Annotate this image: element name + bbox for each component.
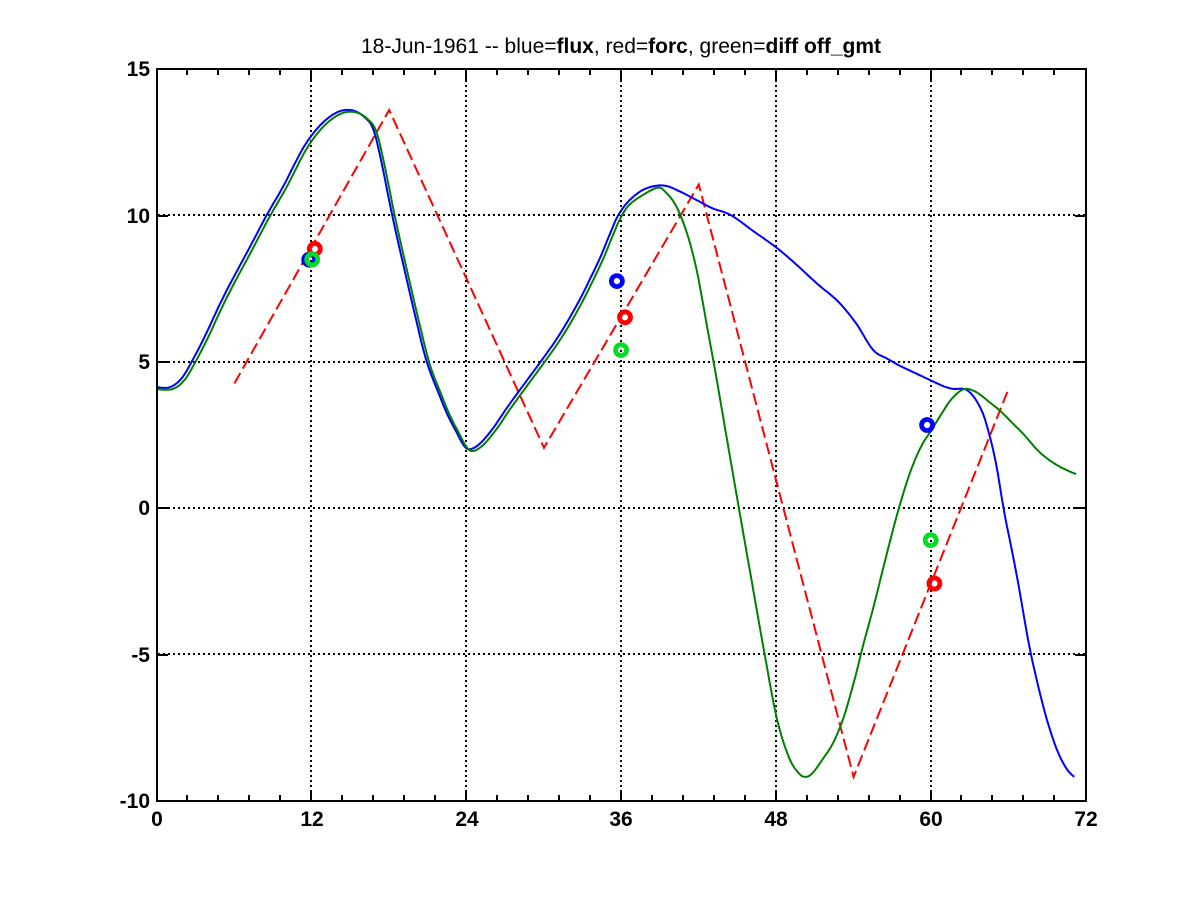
svg-text:0: 0 bbox=[151, 808, 163, 831]
svg-text:10: 10 bbox=[127, 205, 150, 228]
svg-text:-5: -5 bbox=[131, 644, 150, 667]
svg-text:60: 60 bbox=[919, 808, 942, 831]
svg-text:5: 5 bbox=[138, 351, 150, 374]
svg-text:72: 72 bbox=[1074, 808, 1097, 831]
svg-text:12: 12 bbox=[300, 808, 323, 831]
svg-text:48: 48 bbox=[764, 808, 788, 831]
svg-text:18-Jun-1961 -- blue=flux, red=: 18-Jun-1961 -- blue=flux, red=forc, gree… bbox=[361, 35, 881, 58]
svg-text:36: 36 bbox=[609, 808, 632, 831]
svg-text:15: 15 bbox=[127, 58, 151, 81]
svg-text:0: 0 bbox=[138, 497, 150, 520]
svg-text:24: 24 bbox=[455, 808, 479, 831]
svg-text:-10: -10 bbox=[120, 790, 150, 813]
